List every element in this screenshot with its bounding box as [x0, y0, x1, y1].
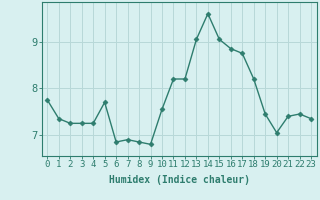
X-axis label: Humidex (Indice chaleur): Humidex (Indice chaleur): [109, 175, 250, 185]
